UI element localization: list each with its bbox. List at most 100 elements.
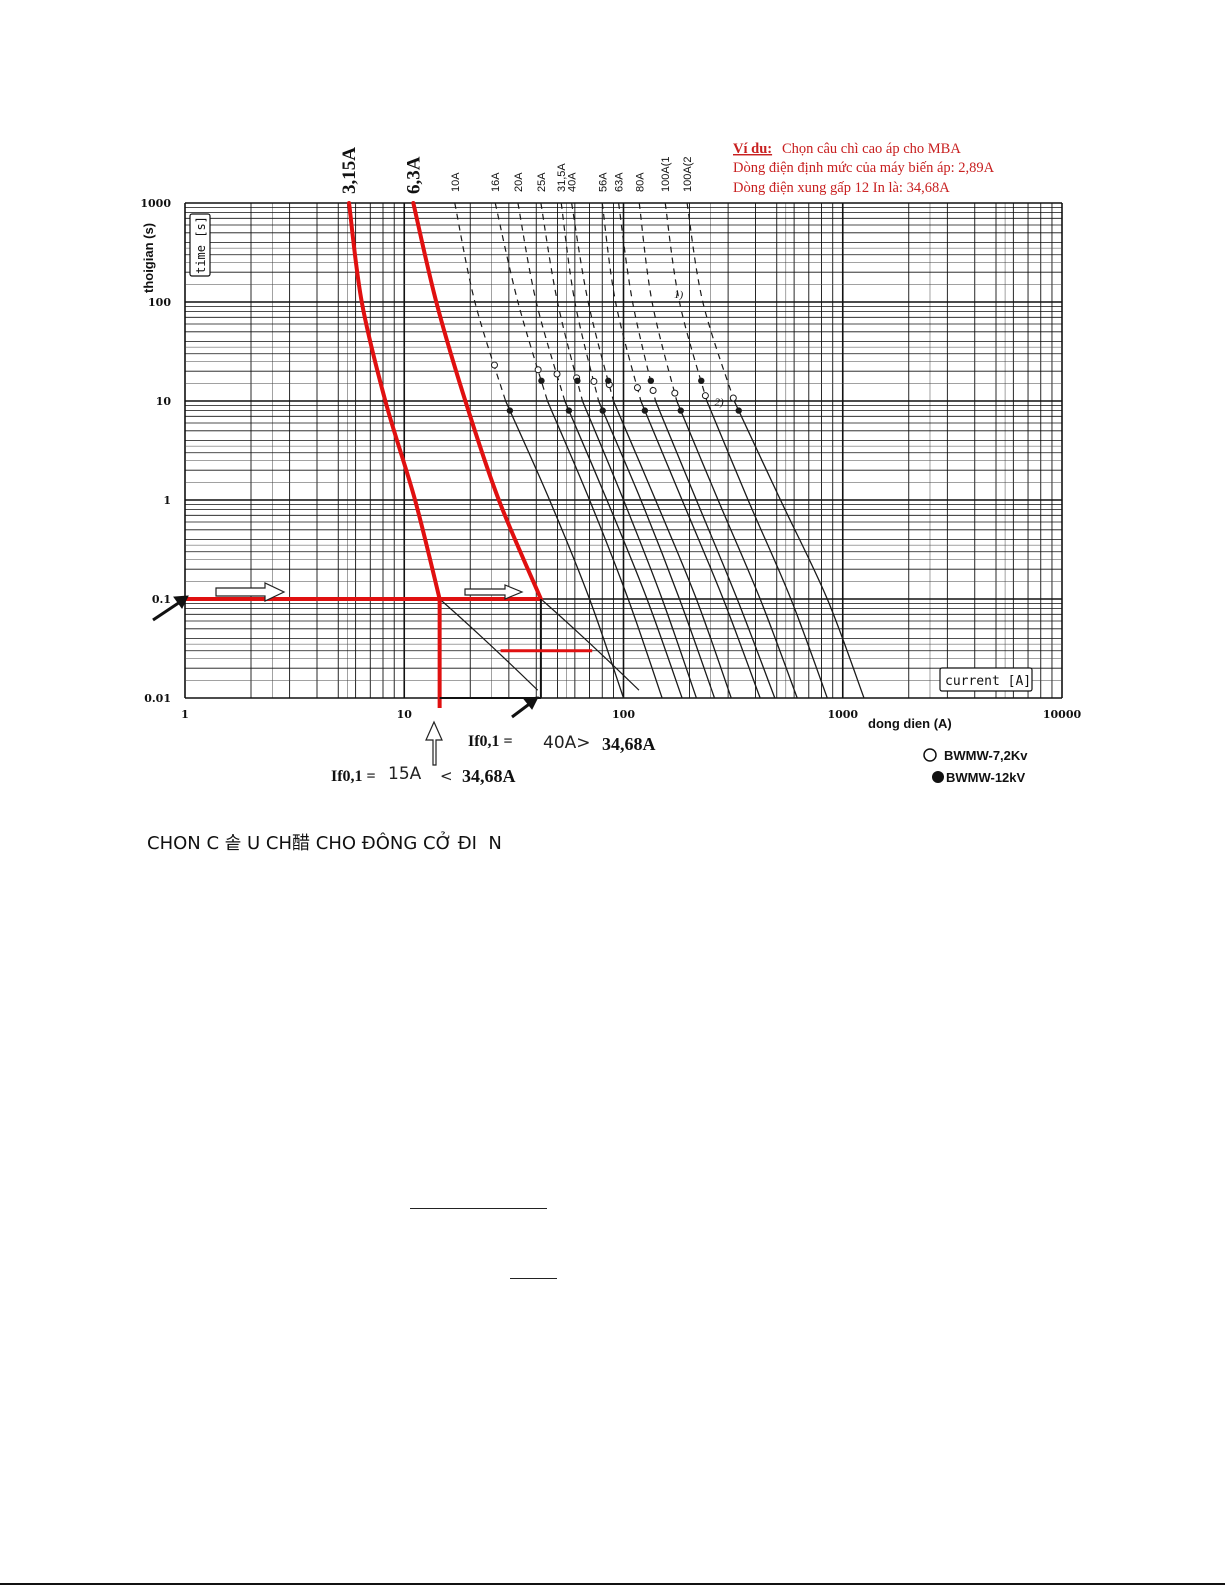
legend: BWMW-7,2Kv BWMW-12kV (923, 748, 1028, 785)
filled-circle-marker (599, 407, 606, 414)
x-unit-label: current [A] (945, 674, 1031, 689)
fuse-curve-label: 10A (450, 172, 462, 192)
curve-marker-2: 2) (714, 397, 724, 409)
filled-circle-marker (677, 407, 684, 414)
fuse-time-current-chart: 1 10 100 1000 10000 1000 100 10 1 0.1 0.01 3,15A 6,… (140, 141, 1081, 786)
if1-value: 15A (388, 764, 422, 784)
filled-circle-marker (605, 377, 612, 384)
example-text: Chọn câu chì cao áp cho MBA (782, 141, 961, 157)
up-arrow-icon (425, 720, 443, 766)
fuse-curve-tail (439, 598, 539, 691)
fuse-curve-label: 100A(1 (660, 157, 672, 192)
fuse-curve (505, 400, 625, 699)
if2-limit: 34,68A (602, 734, 656, 754)
x-axis-label: dong dien (A) (868, 716, 952, 731)
filled-circle-marker (506, 407, 514, 414)
formula-rule-2 (510, 1278, 557, 1279)
inrush-current-text: Dòng điện xung gấp 12 In là: 34,68A (733, 180, 950, 196)
filled-circle-marker (647, 377, 655, 384)
fuse-curve-label: 31,5A (556, 163, 568, 192)
rated-current-text: Dòng điện định mức của máy biến áp: 2,89… (733, 160, 995, 176)
red-overlay (185, 201, 593, 708)
fuse-curve-label: 63A (614, 172, 626, 192)
fuse-curve-label: 56A (597, 172, 609, 192)
open-circle-marker (633, 384, 641, 392)
open-circle-marker (534, 366, 542, 374)
right-arrow-icon-small (464, 584, 524, 600)
page-bottom-rule (0, 1583, 1225, 1585)
chart-grid (184, 202, 1063, 699)
fuse-curve-label: 20A (513, 172, 525, 192)
fuse-curve (676, 400, 798, 699)
fuse-curve (564, 400, 683, 699)
legend-12kv: BWMW-12kV (946, 770, 1026, 785)
fuse-curve (612, 400, 732, 699)
x-tick-label: 100 (612, 708, 635, 721)
y-tick-label: 1 (163, 494, 171, 507)
if1-limit: 34,68A (462, 766, 516, 786)
filled-circle-marker (538, 377, 545, 384)
highlight-curve-label: 3,15A (339, 147, 360, 194)
legend-7kv: BWMW-7,2Kv (944, 748, 1028, 763)
open-circle-marker (490, 361, 498, 369)
fuse-curve (640, 400, 761, 699)
open-circle-marker (701, 392, 709, 400)
y-tick-label: 0.01 (144, 692, 171, 705)
y-tick-label: 0.1 (152, 593, 171, 606)
y-axis-label: thoigian (s) (141, 223, 156, 293)
fuse-curve (598, 400, 716, 699)
y-unit-box: time [s] (189, 213, 211, 277)
if2-value: 40A> (543, 733, 591, 753)
y-tick-label: 1000 (140, 197, 171, 210)
fuse-curve-dashed (454, 202, 507, 402)
right-arrow-icon (215, 582, 286, 602)
highlight-curve (347, 201, 442, 601)
fuse-curve-label: 80A (634, 172, 646, 192)
fuse-curve (581, 400, 698, 699)
filled-circle-marker (932, 771, 944, 783)
curve-marker-1: 1) (674, 289, 684, 301)
fuse-curve-label: 25A (536, 172, 548, 192)
x-tick-label: 10000 (1043, 708, 1082, 721)
fuse-curve-tail (540, 598, 640, 691)
if-annotation-right: If0,1 = 40A> 34,68A (468, 733, 656, 754)
fuse-curve-dashed (601, 202, 642, 402)
right-arrows (215, 582, 524, 602)
example-block: Ví du: Chọn câu chì cao áp cho MBA Dòng … (733, 141, 995, 196)
y-tick-label: 10 (156, 395, 172, 408)
fuse-curve-label: 100A(2 (682, 157, 694, 192)
fuse-curve (706, 400, 828, 699)
open-circle-marker (553, 370, 561, 378)
filled-circle-marker (735, 407, 742, 414)
filled-circle-marker (698, 377, 705, 384)
if2-label: If0,1 = (468, 733, 513, 750)
if-annotation-left: If0,1 = 15A < 34,68A (331, 764, 516, 786)
open-circle-marker (590, 377, 598, 385)
open-circle-marker (671, 389, 679, 397)
if1-label: If0,1 = (331, 768, 376, 785)
fuse-curve (733, 400, 865, 699)
fuse-curve (654, 400, 776, 699)
y-tick-label: 100 (148, 296, 171, 309)
fuse-curve-dashed (638, 202, 678, 402)
highlight-curve-label: 6,3A (403, 156, 424, 194)
x-unit-box: current [A] (939, 667, 1033, 692)
fuse-curve (546, 400, 663, 699)
axis-ticks: 1 10 100 1000 10000 1000 100 10 1 0.1 0.01 (140, 197, 1081, 721)
filled-circle-marker (641, 407, 649, 414)
fuse-curve-label: 16A (490, 172, 502, 192)
example-title: Ví du: (733, 141, 772, 157)
x-tick-label: 1000 (827, 708, 858, 721)
fuse-curve-label: 40A (567, 172, 579, 192)
y-unit-label: time [s] (194, 216, 208, 274)
open-circle-marker (923, 748, 937, 762)
open-circle-marker (649, 387, 657, 395)
filled-circle-marker (565, 407, 573, 414)
if1-compare: < (440, 767, 453, 785)
highlight-curve (411, 201, 543, 601)
fuse-curve-dashed (686, 202, 735, 402)
fuse-curve-dashed (517, 202, 566, 402)
page-caption: CHON C 솥 U CH醋 CHO ĐÔNG CỞ ĐI N (147, 833, 502, 854)
pointer-arrows (152, 595, 539, 719)
